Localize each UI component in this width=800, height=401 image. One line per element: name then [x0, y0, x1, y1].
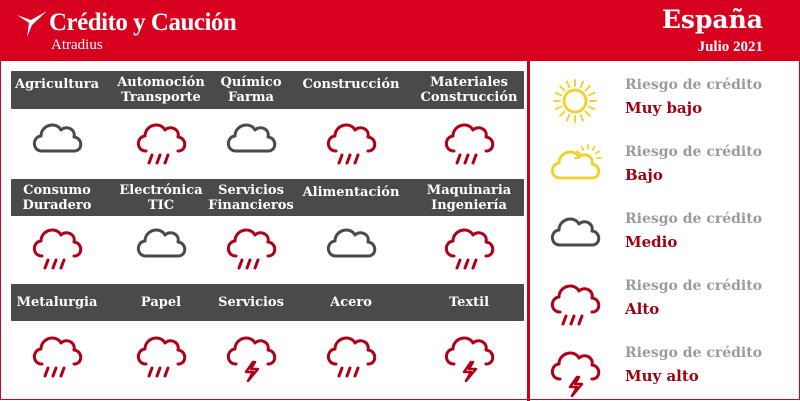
divider: [527, 61, 530, 401]
sector-label: Agricultura: [15, 77, 99, 92]
storm-cloud-icon: [220, 326, 282, 386]
legend-item-bajo: Riesgo de crédito Bajo: [541, 140, 800, 200]
sector-label: Acero: [330, 295, 372, 310]
rain-cloud-icon: [320, 113, 382, 173]
legend-title: Riesgo de crédito: [625, 77, 763, 93]
legend-value: Muy bajo: [625, 99, 703, 117]
legend-value: Alto: [625, 300, 660, 318]
rain-cloud-icon: [438, 113, 500, 173]
legend-item-medio: Riesgo de crédito Medio: [541, 207, 800, 267]
sector-bar-2: [11, 179, 524, 216]
legend-title: Riesgo de crédito: [625, 211, 763, 227]
rain-cloud-icon: [130, 326, 192, 386]
logo-bird-icon: [17, 11, 47, 37]
cloud-icon: [320, 218, 382, 278]
country-title: España: [661, 5, 763, 34]
sector-label: Papel: [140, 295, 182, 310]
rain-cloud-icon: [438, 218, 500, 278]
sector-label: Químico Farma: [220, 75, 282, 105]
sector-bar-1: [11, 71, 524, 109]
sector-label: Electrónica TIC: [119, 183, 203, 213]
sun-icon: [544, 73, 606, 133]
sector-label: Metalurgia: [16, 295, 98, 310]
report-date: Julio 2021: [697, 39, 763, 55]
rain-cloud-icon: [220, 218, 282, 278]
sector-label: Consumo Duradero: [22, 183, 92, 213]
cloud-icon: [26, 113, 88, 173]
sector-label: Textil: [448, 295, 490, 310]
cloud-icon: [130, 218, 192, 278]
sector-bar-3: [11, 284, 524, 321]
sector-label: Materiales Construcción: [420, 75, 518, 105]
sector-label: Alimentación: [302, 185, 400, 200]
logo: Crédito y Caución Atradius: [15, 9, 237, 53]
legend-title: Riesgo de crédito: [625, 345, 763, 361]
rain-cloud-icon: [544, 274, 606, 334]
storm-cloud-icon: [438, 326, 500, 386]
legend-value: Muy alto: [625, 367, 699, 385]
brand-name: Crédito y Caución: [49, 9, 237, 36]
sector-label: Automoción Transporte: [117, 75, 205, 105]
legend-title: Riesgo de crédito: [625, 278, 763, 294]
rain-cloud-icon: [26, 218, 88, 278]
legend-item-alto: Riesgo de crédito Alto: [541, 274, 800, 334]
cloud-icon: [220, 113, 282, 173]
legend-value: Bajo: [625, 166, 663, 184]
sector-label: Servicios Financieros: [208, 183, 294, 213]
legend-value: Medio: [625, 233, 678, 251]
rain-cloud-icon: [26, 326, 88, 386]
sector-label: Maquinaria Ingeniería: [426, 183, 512, 213]
sun-cloud-icon: [544, 140, 606, 200]
rain-cloud-icon: [320, 326, 382, 386]
storm-cloud-icon: [544, 341, 606, 401]
brand-sub: Atradius: [51, 37, 103, 53]
rain-cloud-icon: [130, 113, 192, 173]
sector-label: Construcción: [302, 77, 400, 92]
cloud-icon: [544, 207, 606, 267]
legend-title: Riesgo de crédito: [625, 144, 763, 160]
legend-item-muy_bajo: Riesgo de crédito Muy bajo: [541, 73, 800, 133]
sector-label: Servicios: [218, 295, 284, 310]
header: Crédito y Caución Atradius España Julio …: [1, 1, 800, 61]
legend-item-muy_alto: Riesgo de crédito Muy alto: [541, 341, 800, 401]
